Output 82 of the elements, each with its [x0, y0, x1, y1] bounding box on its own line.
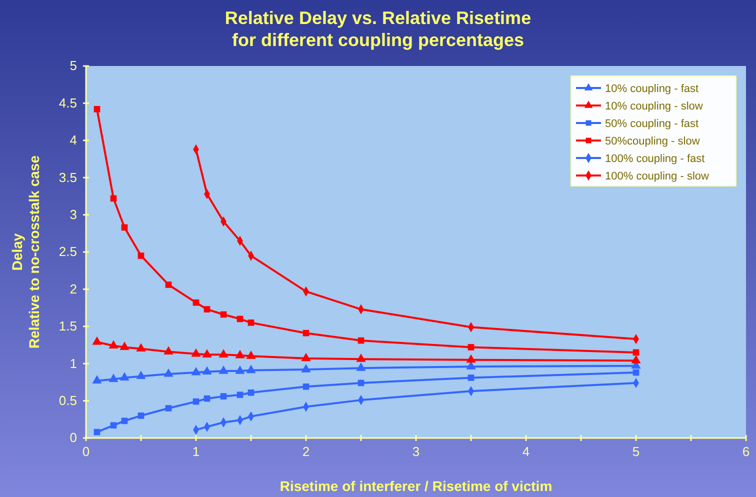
point	[94, 106, 100, 112]
y-tick-label: 4	[70, 132, 77, 148]
point	[632, 369, 640, 376]
x-tick-label: 2	[302, 444, 310, 460]
point	[191, 366, 201, 376]
point	[302, 384, 310, 390]
point	[632, 349, 640, 356]
point	[165, 405, 172, 412]
point	[235, 365, 245, 374]
point	[235, 350, 245, 358]
y-axis-title: Delay Relative to no-crosstalk case	[9, 155, 42, 348]
y-tick-label: 3	[70, 206, 77, 222]
point	[468, 374, 474, 381]
point	[220, 393, 227, 400]
point	[138, 412, 144, 419]
x-tick-label: 3	[412, 444, 420, 460]
point	[358, 337, 364, 344]
y-tick-label: 2	[70, 281, 77, 296]
point	[94, 428, 100, 436]
point	[120, 372, 130, 381]
point	[218, 349, 228, 358]
point	[121, 418, 128, 424]
chart-title: Relative Delay vs. Relative Risetime for different coupling percentages	[224, 8, 532, 50]
x-tick-label: 0	[82, 444, 90, 460]
point	[301, 352, 311, 362]
point	[110, 422, 117, 429]
point	[236, 316, 244, 322]
y-tick-label: 3.5	[58, 170, 77, 185]
point	[136, 370, 146, 380]
point	[136, 343, 146, 352]
point	[165, 282, 172, 288]
legend-label: 50%coupling - slow	[605, 136, 700, 148]
point	[120, 342, 130, 350]
point	[92, 336, 102, 345]
legend-label: 50% coupling - fast	[605, 118, 699, 130]
point	[358, 380, 364, 386]
point	[108, 374, 118, 382]
point	[192, 299, 200, 306]
point	[301, 364, 311, 372]
point	[631, 355, 641, 364]
point	[202, 349, 212, 358]
point	[248, 389, 254, 396]
y-tick-label: 1.5	[58, 318, 77, 334]
point	[191, 348, 201, 357]
x-tick-label: 4	[522, 444, 530, 460]
point	[302, 330, 310, 336]
point	[468, 344, 474, 350]
y-tick-label: 5	[70, 58, 77, 74]
y-tick-label: 4.5	[58, 95, 77, 110]
point	[108, 340, 118, 349]
point	[192, 398, 200, 405]
y-tick-label: 0.5	[58, 392, 77, 408]
y-tick-label: 0	[70, 430, 77, 446]
legend-label: 10% coupling - fast	[605, 83, 699, 95]
point	[466, 361, 476, 370]
point	[164, 346, 174, 354]
point	[202, 366, 212, 375]
x-tick-label: 5	[632, 444, 640, 460]
point	[138, 252, 144, 259]
point	[246, 350, 256, 359]
x-tick-label: 6	[742, 444, 750, 460]
legend-label: 10% coupling - slow	[605, 100, 703, 112]
point	[121, 224, 128, 231]
point	[220, 311, 227, 318]
point	[110, 195, 117, 202]
point	[92, 375, 102, 384]
point	[246, 364, 256, 374]
y-tick-label: 1	[70, 356, 77, 371]
legend-label: 100% coupling - slow	[605, 170, 710, 182]
point	[466, 354, 476, 363]
point	[204, 306, 210, 312]
y-tick-label: 2.5	[58, 244, 77, 260]
point	[248, 320, 254, 326]
legend-label: 100% coupling - fast	[605, 153, 705, 165]
x-tick-label: 1	[192, 444, 200, 460]
point	[236, 392, 244, 398]
point	[218, 365, 228, 374]
point	[164, 368, 174, 377]
x-axis-title: Risetime of interferer / Risetime of victim	[280, 478, 552, 494]
point	[356, 362, 366, 371]
point	[204, 395, 210, 402]
point	[356, 354, 366, 362]
